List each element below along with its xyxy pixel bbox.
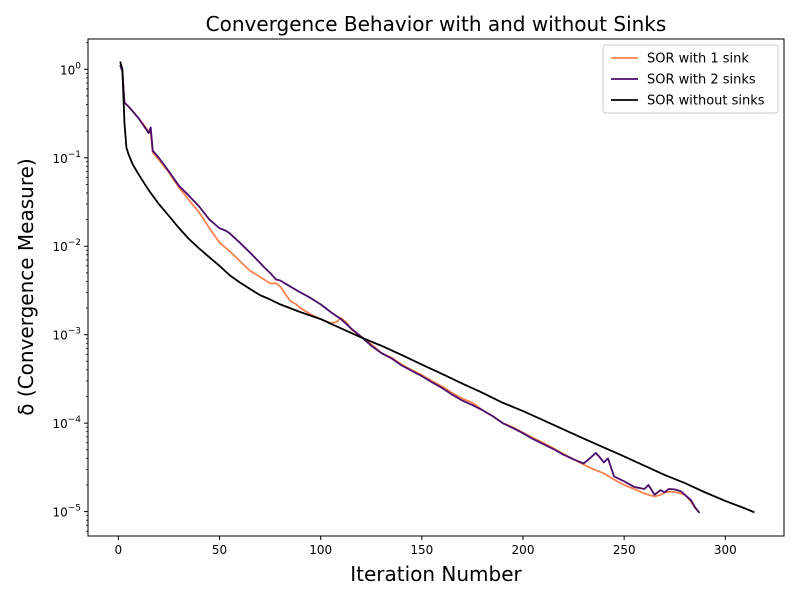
y-axis-label: δ (Convergence Measure) [14,158,38,415]
y-tick-label: 10−1 [52,150,81,166]
y-tick-label: 10−4 [52,415,81,431]
y-tick-base: 10 [60,63,75,77]
legend: SOR with 1 sink SOR with 2 sinks SOR witho… [602,44,779,114]
y-tick-base: 10 [52,152,67,166]
legend-box [602,44,779,114]
y-tick-exponent: −2 [68,238,81,248]
y-tick-label: 10−5 [52,504,81,520]
x-tick-label: 300 [714,543,737,557]
y-tick-base: 10 [52,506,67,520]
y-tick-label: 100 [60,61,81,77]
x-axis-label: Iteration Number [350,562,522,586]
axis-layer: 0 50 100 150 200 250 30010010−110−210−310−410−… [52,38,785,557]
series-layer [119,61,755,514]
y-tick-exponent: −1 [68,150,81,160]
chart-title: Convergence Behavior with and without Si… [206,12,667,36]
x-tick-label: 250 [613,543,636,557]
y-tick-label: 10−2 [52,238,81,254]
legend-label-2: SOR with 2 sinks [647,73,756,88]
legend-label-1: SOR with 1 sink [647,52,749,67]
x-tick-label: 100 [309,543,332,557]
legend-label-3: SOR without sinks [647,94,765,109]
y-tick-base: 10 [52,240,67,254]
y-tick-exponent: 0 [75,61,81,71]
plot-frame [87,38,785,537]
series-line-3 [119,61,755,513]
x-tick-label: 200 [512,543,535,557]
y-tick-exponent: −4 [68,415,82,425]
x-tick-label: 150 [410,543,433,557]
x-tick-label: 50 [212,543,227,557]
y-tick-exponent: −5 [68,504,81,514]
x-tick-label: 0 [115,543,123,557]
y-tick-label: 10−3 [52,327,81,343]
series-line-2 [119,64,700,514]
y-tick-base: 10 [52,417,67,431]
y-tick-exponent: −3 [68,327,81,337]
y-tick-base: 10 [52,329,67,343]
